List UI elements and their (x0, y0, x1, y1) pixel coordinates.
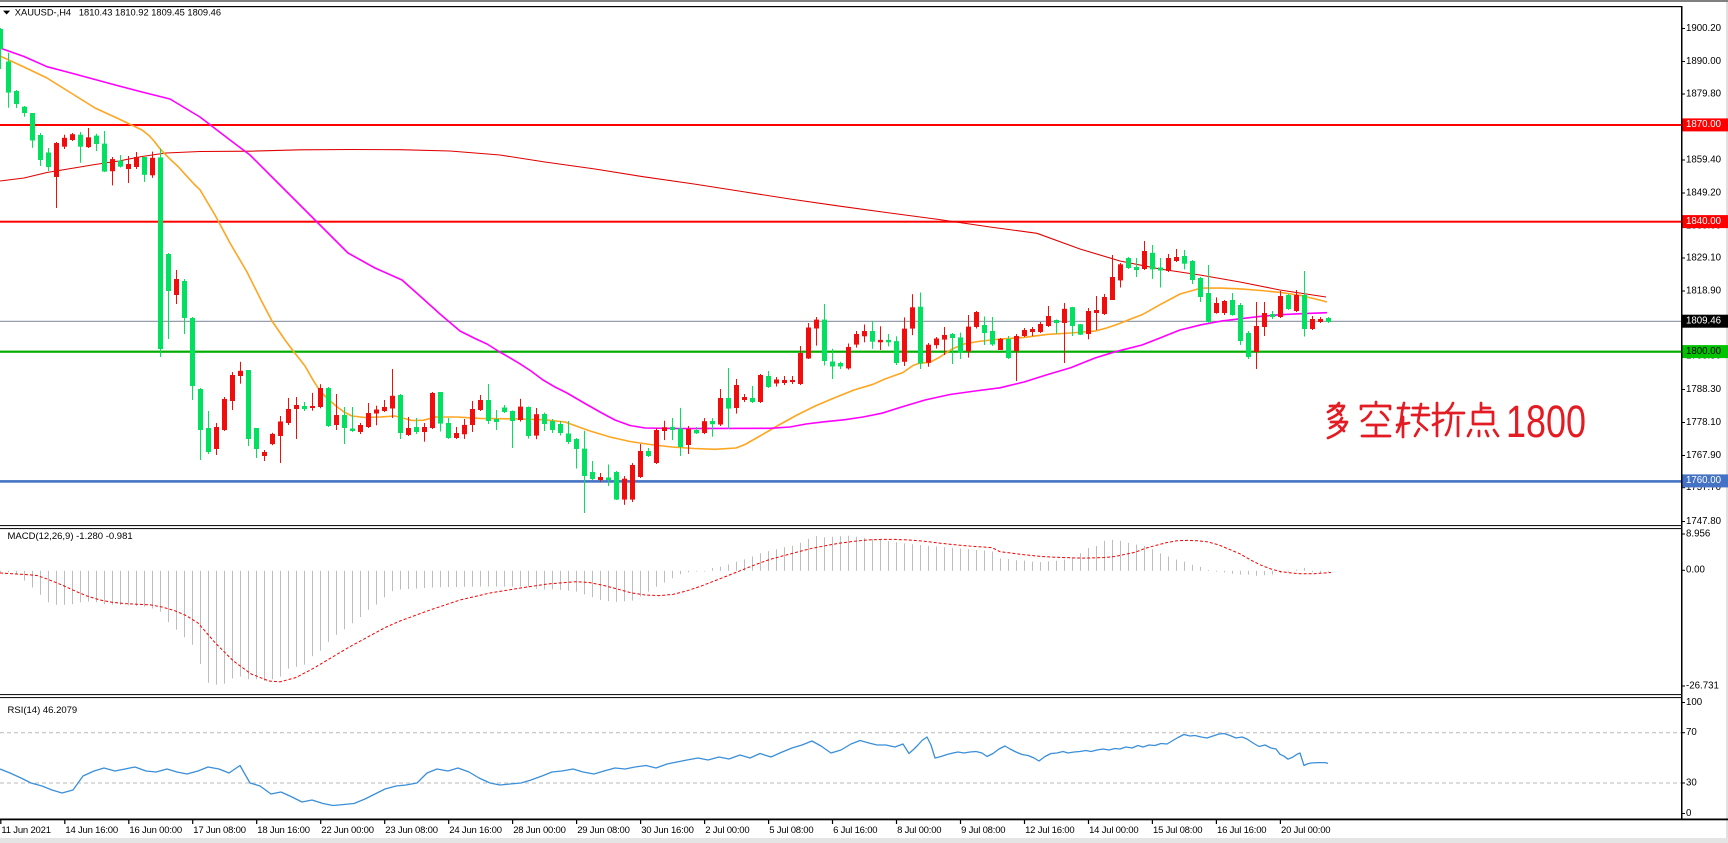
svg-text:12 Jul 16:00: 12 Jul 16:00 (1025, 825, 1074, 836)
svg-text:1890.00: 1890.00 (1686, 56, 1722, 67)
svg-text:1900.20: 1900.20 (1686, 23, 1722, 34)
svg-text:1859.40: 1859.40 (1686, 154, 1722, 165)
svg-text:2 Jul 00:00: 2 Jul 00:00 (705, 825, 749, 836)
svg-text:8 Jul 00:00: 8 Jul 00:00 (897, 825, 941, 836)
svg-text:1800: 1800 (1506, 396, 1586, 447)
svg-text:1840.00: 1840.00 (1686, 216, 1722, 227)
svg-text:16 Jun 00:00: 16 Jun 00:00 (129, 825, 182, 836)
svg-text:9 Jul 08:00: 9 Jul 08:00 (961, 825, 1005, 836)
svg-text:0.00: 0.00 (1686, 565, 1705, 576)
svg-text:23 Jun 08:00: 23 Jun 08:00 (385, 825, 438, 836)
svg-text:1800.00: 1800.00 (1686, 346, 1722, 357)
svg-text:28 Jun 00:00: 28 Jun 00:00 (513, 825, 566, 836)
svg-text:1809.46: 1809.46 (1686, 316, 1721, 327)
svg-text:1879.80: 1879.80 (1686, 88, 1722, 99)
svg-text:1788.30: 1788.30 (1686, 384, 1722, 395)
svg-text:RSI(14) 46.2079: RSI(14) 46.2079 (8, 705, 78, 716)
svg-text:20 Jul 00:00: 20 Jul 00:00 (1281, 825, 1330, 836)
svg-text:1767.90: 1767.90 (1686, 450, 1722, 461)
svg-text:16 Jul 16:00: 16 Jul 16:00 (1217, 825, 1266, 836)
svg-text:8.956: 8.956 (1686, 528, 1710, 539)
svg-text:11 Jun 2021: 11 Jun 2021 (1, 825, 50, 836)
svg-text:1757.70: 1757.70 (1686, 482, 1722, 493)
svg-text:1818.90: 1818.90 (1686, 285, 1722, 296)
svg-text:XAUUSD-,H4 1810.43 1810.92 1: XAUUSD-,H4 1810.43 1810.92 1809.45 1809.… (15, 7, 221, 17)
svg-text:100: 100 (1686, 697, 1703, 708)
svg-text:24 Jun 16:00: 24 Jun 16:00 (449, 825, 502, 836)
svg-text:70: 70 (1686, 727, 1697, 738)
svg-text:5 Jul 08:00: 5 Jul 08:00 (769, 825, 813, 836)
svg-text:30 Jun 16:00: 30 Jun 16:00 (641, 825, 694, 836)
svg-text:22 Jun 00:00: 22 Jun 00:00 (321, 825, 374, 836)
svg-text:14 Jul 00:00: 14 Jul 00:00 (1089, 825, 1138, 836)
svg-text:1778.10: 1778.10 (1686, 417, 1722, 428)
svg-text:1747.80: 1747.80 (1686, 516, 1722, 527)
svg-text:1760.00: 1760.00 (1686, 475, 1722, 486)
svg-text:-26.731: -26.731 (1686, 680, 1719, 691)
svg-text:15 Jul 08:00: 15 Jul 08:00 (1153, 825, 1202, 836)
svg-text:0: 0 (1686, 808, 1692, 819)
svg-text:MACD(12,26,9) -1.280 -0.981: MACD(12,26,9) -1.280 -0.981 (8, 531, 133, 542)
svg-text:6 Jul 16:00: 6 Jul 16:00 (833, 825, 877, 836)
svg-text:29 Jun 08:00: 29 Jun 08:00 (577, 825, 630, 836)
svg-text:1849.20: 1849.20 (1686, 187, 1722, 198)
svg-text:18 Jun 16:00: 18 Jun 16:00 (257, 825, 310, 836)
svg-text:1870.00: 1870.00 (1686, 119, 1722, 130)
svg-text:30: 30 (1686, 777, 1697, 788)
svg-text:14 Jun 16:00: 14 Jun 16:00 (65, 825, 118, 836)
svg-text:17 Jun 08:00: 17 Jun 08:00 (193, 825, 246, 836)
svg-text:1829.10: 1829.10 (1686, 252, 1722, 263)
